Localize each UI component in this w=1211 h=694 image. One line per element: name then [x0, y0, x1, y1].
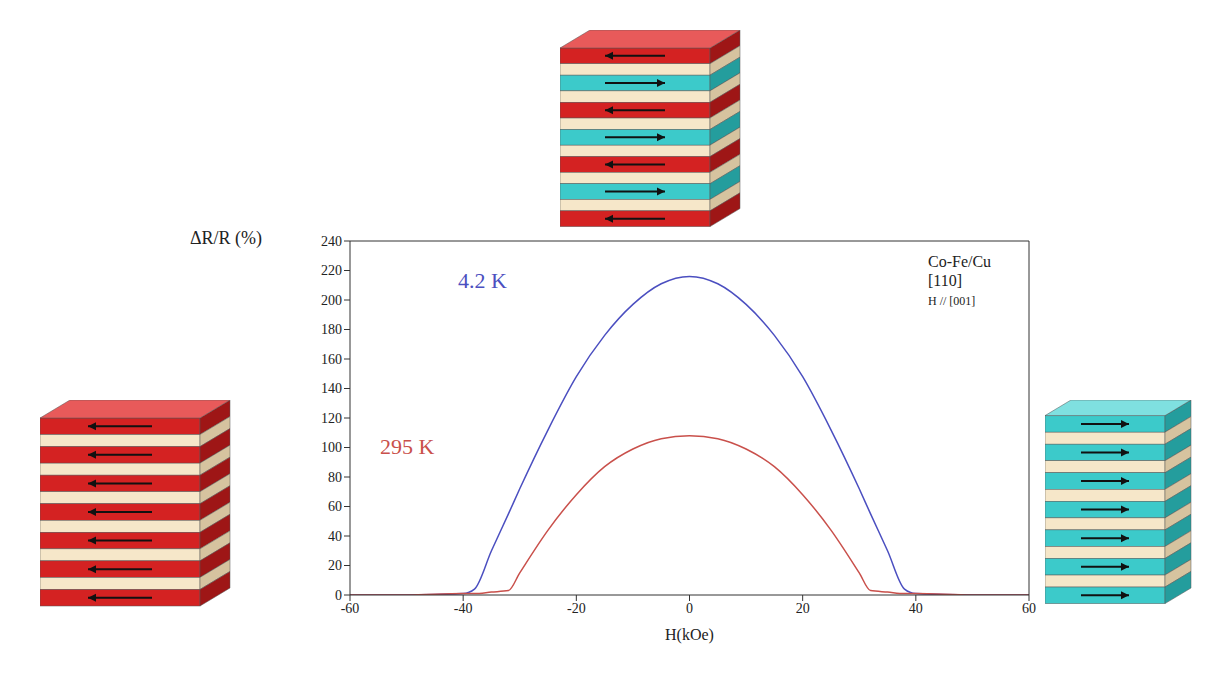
svg-text:180: 180	[321, 322, 342, 337]
svg-text:240: 240	[321, 234, 342, 249]
svg-text:20: 20	[328, 558, 342, 573]
svg-text:-60: -60	[341, 601, 360, 616]
svg-text:200: 200	[321, 293, 342, 308]
svg-text:120: 120	[321, 411, 342, 426]
svg-text:80: 80	[328, 470, 342, 485]
svg-text:140: 140	[321, 381, 342, 396]
html-text:Co-Fe/Cu: Co-Fe/Cu	[928, 253, 992, 270]
svg-text:-20: -20	[567, 601, 586, 616]
svg-text:40: 40	[328, 529, 342, 544]
svg-text:20: 20	[796, 601, 810, 616]
svg-text:-40: -40	[454, 601, 473, 616]
svg-text:100: 100	[321, 440, 342, 455]
svg-text:H(kOe): H(kOe)	[665, 626, 714, 644]
svg-text:220: 220	[321, 263, 342, 278]
svg-text:60: 60	[328, 499, 342, 514]
svg-text:160: 160	[321, 352, 342, 367]
html-text:ΔR/R (%): ΔR/R (%)	[190, 228, 263, 248]
html-text:[110]: [110]	[928, 272, 963, 290]
html-text:H // [001]: H // [001]	[928, 294, 976, 309]
html-text:295 K: 295 K	[380, 434, 435, 459]
html-text:4.2 K: 4.2 K	[458, 268, 507, 293]
svg-text:40: 40	[909, 601, 923, 616]
svg-text:0: 0	[335, 588, 342, 603]
svg-text:60: 60	[1022, 601, 1036, 616]
svg-text:0: 0	[686, 601, 693, 616]
